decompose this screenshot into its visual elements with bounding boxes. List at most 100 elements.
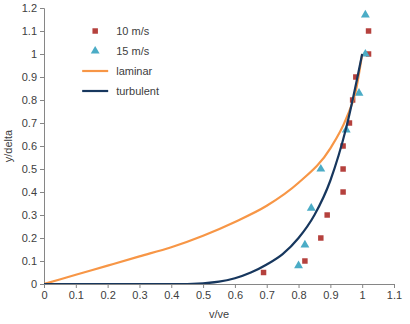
- x-tick-label: 0.6: [228, 289, 243, 301]
- legend-label: 10 m/s: [116, 25, 150, 37]
- line-laminar: [44, 54, 362, 284]
- legend-label: laminar: [116, 65, 152, 77]
- x-tick: 0.5: [196, 284, 211, 301]
- x-tick-mark: [330, 284, 331, 288]
- y-tick: 0.4: [22, 186, 44, 198]
- y-tick-label: 0.7: [22, 117, 37, 129]
- y-tick-label: 0.9: [22, 71, 37, 83]
- y-axis-title: y/delta: [2, 129, 14, 162]
- x-tick-mark: [267, 284, 268, 288]
- y-tick-mark: [40, 261, 44, 262]
- x-tick-label: 1.1: [387, 289, 402, 301]
- x-tick-mark: [394, 284, 395, 288]
- x-tick-label: 0.3: [132, 289, 147, 301]
- x-tick: 0.8: [291, 284, 306, 301]
- x-tick: 0.3: [132, 284, 147, 301]
- point: [361, 10, 370, 18]
- y-tick-mark: [40, 31, 44, 32]
- y-tick-mark: [40, 8, 44, 9]
- y-tick: 0: [31, 278, 44, 290]
- legend-swatch: [91, 46, 100, 54]
- point: [294, 260, 303, 268]
- point: [300, 240, 309, 248]
- point: [261, 270, 266, 275]
- x-tick-mark: [203, 284, 204, 288]
- x-tick: 0.4: [164, 284, 179, 301]
- x-tick-mark: [76, 284, 77, 288]
- y-tick-label: 1.2: [22, 2, 37, 14]
- y-tick-mark: [40, 284, 44, 285]
- legend-item: turbulent: [82, 85, 159, 97]
- y-tick: 0.1: [22, 255, 44, 267]
- y-tick-label: 1.1: [22, 25, 37, 37]
- x-axis: 0 0.1 0.2 0.3 0.4 0.5 0.6 0.7 0.8 0.9 1 1.1: [41, 284, 402, 301]
- x-axis-line: [45, 285, 395, 289]
- x-tick: 0.9: [323, 284, 338, 301]
- y-tick-mark: [40, 100, 44, 101]
- x-tick: 1: [360, 284, 366, 301]
- y-tick-mark: [40, 146, 44, 147]
- x-tick-label: 0.2: [100, 289, 115, 301]
- x-tick-mark: [108, 284, 109, 288]
- x-tick-mark: [299, 284, 300, 288]
- x-tick: 0: [41, 284, 47, 301]
- y-tick-label: 0.5: [22, 163, 37, 175]
- y-tick: 0.7: [22, 117, 44, 129]
- legend-item: 10 m/s: [92, 25, 149, 37]
- y-tick-mark: [40, 54, 44, 55]
- y-tick-mark: [40, 238, 44, 239]
- point: [340, 166, 345, 171]
- y-tick-label: 0.4: [22, 186, 37, 198]
- y-tick: 0.2: [22, 232, 44, 244]
- y-tick: 0.6: [22, 140, 44, 152]
- y-tick: 0.5: [22, 163, 44, 175]
- y-tick: 1: [31, 48, 44, 60]
- x-tick-label: 0.1: [69, 289, 84, 301]
- y-tick-label: 0.8: [22, 94, 37, 106]
- y-tick-mark: [40, 169, 44, 170]
- y-tick-label: 0.3: [22, 209, 37, 221]
- y-tick-label: 0: [31, 278, 37, 290]
- line-turbulent: [44, 54, 362, 284]
- marks: [44, 10, 371, 284]
- x-tick-label: 1: [360, 289, 366, 301]
- y-tick-mark: [40, 192, 44, 193]
- y-tick-mark: [40, 123, 44, 124]
- x-tick-mark: [171, 284, 172, 288]
- point: [302, 258, 307, 263]
- point: [307, 203, 316, 211]
- legend-label: 15 m/s: [116, 45, 150, 57]
- y-axis-line: [40, 9, 45, 285]
- legend-swatch: [82, 70, 108, 72]
- x-tick: 1.1: [387, 284, 402, 301]
- y-axis: 0 0.1 0.2 0.3 0.4 0.5 0.6 0.7 0.8 0.9 1 1.1 1.2: [22, 2, 45, 290]
- y-tick-mark: [40, 215, 44, 216]
- legend-item: 15 m/s: [91, 45, 150, 57]
- point: [366, 28, 371, 33]
- y-tick-label: 0.6: [22, 140, 37, 152]
- x-axis-title: v/ve: [209, 308, 229, 320]
- y-tick: 0.3: [22, 209, 44, 221]
- legend-swatch: [82, 90, 108, 92]
- x-tick: 0.6: [228, 284, 243, 301]
- point: [318, 235, 323, 240]
- x-tick: 0.2: [100, 284, 115, 301]
- x-tick-label: 0.5: [196, 289, 211, 301]
- plot-area: 00.10.20.30.40.50.60.70.80.911.100.10.20…: [22, 2, 402, 301]
- legend-label: turbulent: [116, 85, 159, 97]
- legend-item: laminar: [82, 65, 152, 77]
- x-tick: 0.1: [69, 284, 84, 301]
- x-tick-label: 0.4: [164, 289, 179, 301]
- y-tick-mark: [40, 77, 44, 78]
- x-tick-label: 0.9: [323, 289, 338, 301]
- x-tick-label: 0.7: [260, 289, 275, 301]
- point: [324, 212, 329, 217]
- y-tick: 1.1: [22, 25, 44, 37]
- x-tick-mark: [235, 284, 236, 288]
- chart: 00.10.20.30.40.50.60.70.80.911.100.10.20…: [0, 0, 410, 324]
- y-tick: 0.9: [22, 71, 44, 83]
- y-tick-label: 0.2: [22, 232, 37, 244]
- x-tick: 0.7: [260, 284, 275, 301]
- x-tick-label: 0: [41, 289, 47, 301]
- point: [340, 189, 345, 194]
